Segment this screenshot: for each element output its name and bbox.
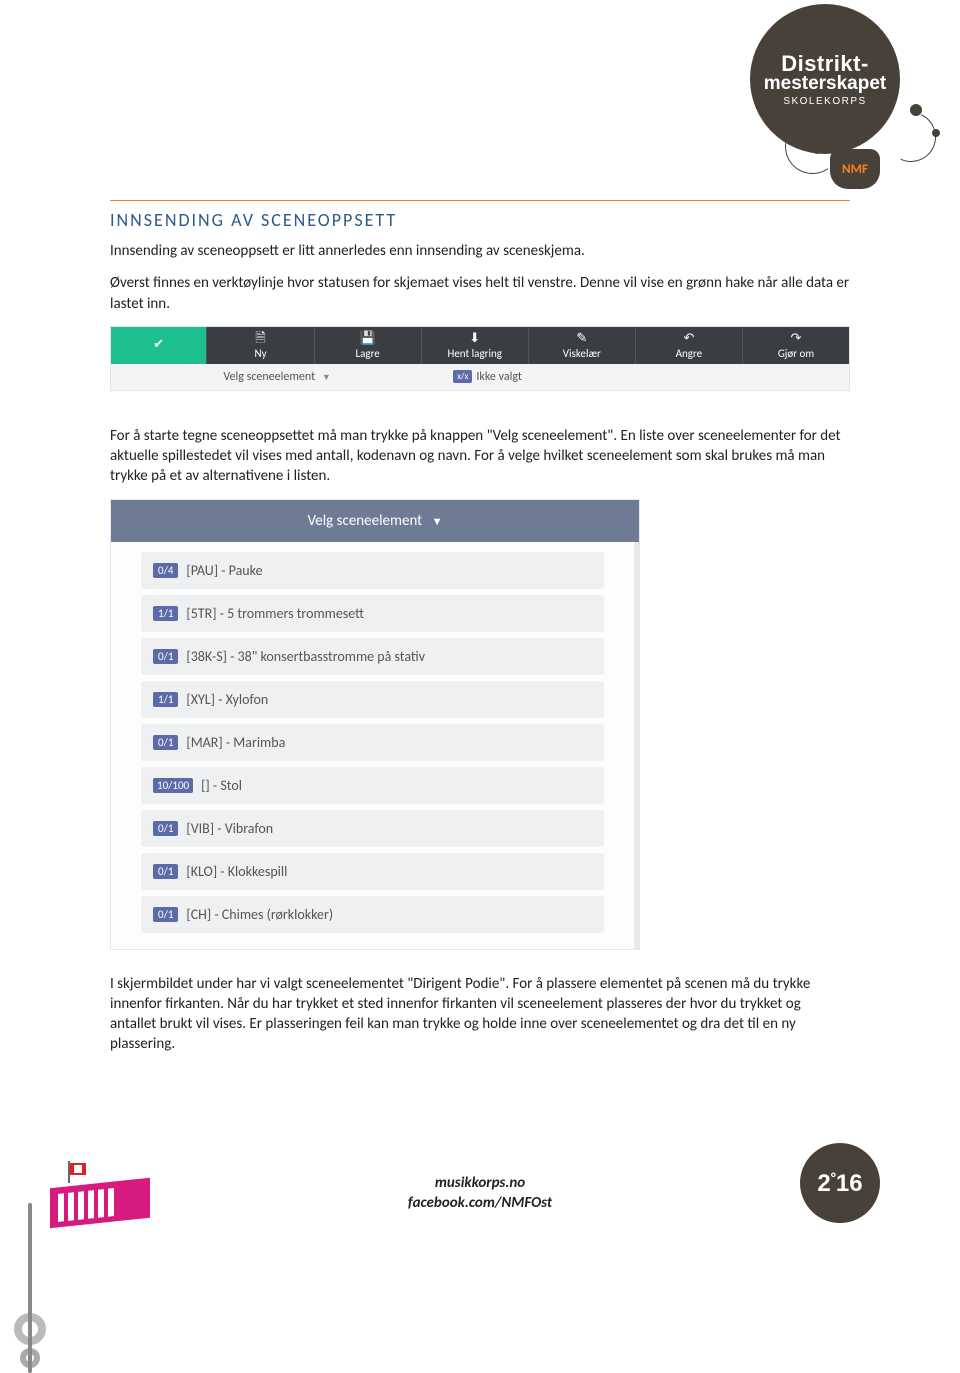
- count-badge: 0/1: [153, 821, 178, 836]
- count-badge: 0/1: [153, 735, 178, 750]
- dropdown-list: 0/4 [PAU] - Pauke 1/1 [5TR] - 5 trommers tr…: [111, 542, 639, 949]
- chevron-down-icon: ▼: [322, 372, 331, 383]
- toolbar-row: ✔ 🗎 Ny 💾 Lagre ⬇ Hent lagring ✎ Viskelær…: [111, 327, 849, 364]
- dropdown-label: Velg sceneelement: [223, 370, 315, 384]
- toolbar-label: Angre: [676, 347, 703, 360]
- dropdown-item[interactable]: 0/1 [MAR] - Marimba: [141, 724, 604, 761]
- toolbar-screenshot: ✔ 🗎 Ny 💾 Lagre ⬇ Hent lagring ✎ Viskelær…: [110, 326, 850, 391]
- dropdown-item[interactable]: 0/1 [CH] - Chimes (rørklokker): [141, 896, 604, 933]
- dropdown-item[interactable]: 1/1 [XYL] - Xylofon: [141, 681, 604, 718]
- dropdown-item-label: [VIB] - Vibrafon: [186, 820, 273, 837]
- toolbar-label: Gjør om: [778, 347, 814, 360]
- dot-icon: [812, 144, 822, 154]
- toolbar-label: Ny: [254, 347, 266, 360]
- dropdown-screenshot: Velg sceneelement ▼ 0/4 [PAU] - Pauke 1/1 […: [110, 499, 640, 950]
- logo-main-circle: Distrikt- mesterskapet SKOLEKORPS: [750, 4, 900, 154]
- dropdown-item[interactable]: 10/100 [] - Stol: [141, 767, 604, 804]
- dropdown-item[interactable]: 0/1 [VIB] - Vibrafon: [141, 810, 604, 847]
- paragraph: Øverst finnes en verktøylinje hvor statu…: [110, 273, 850, 314]
- dropdown-header[interactable]: Velg sceneelement ▼: [111, 500, 639, 542]
- dropdown-header-label: Velg sceneelement: [307, 512, 422, 530]
- footer-link-1: musikkorps.no: [0, 1174, 960, 1194]
- count-badge: 0/1: [153, 649, 178, 664]
- toolbar-sub-row: Velg sceneelement ▼ x/x Ikke valgt: [111, 364, 849, 390]
- eraser-icon: ✎: [529, 332, 635, 345]
- nmf-badge: NMF: [830, 149, 880, 189]
- paragraph: I skjermbildet under har vi valgt scenee…: [110, 974, 850, 1055]
- check-icon: ✔: [153, 338, 164, 351]
- dropdown-item[interactable]: 0/1 [KLO] - Klokkespill: [141, 853, 604, 890]
- download-icon: ⬇: [422, 332, 528, 345]
- count-badge: 1/1: [153, 692, 178, 707]
- dropdown-item-label: [] - Stol: [201, 777, 242, 794]
- toolbar-ny-button[interactable]: 🗎 Ny: [206, 327, 313, 364]
- dropdown-item-label: [XYL] - Xylofon: [186, 691, 268, 708]
- count-badge: 0/1: [153, 864, 178, 879]
- pole-icon: [28, 1203, 32, 1373]
- undo-icon: ↶: [636, 332, 742, 345]
- bottom-decoration: ›››› ›››› ››››: [0, 1073, 210, 1373]
- save-icon: 💾: [315, 332, 421, 345]
- toolbar-gjorom-button[interactable]: ↷ Gjør om: [742, 327, 849, 364]
- logo-line3: SKOLEKORPS: [783, 96, 866, 107]
- dropdown-item[interactable]: 0/4 [PAU] - Pauke: [141, 552, 604, 589]
- velg-sceneelement-dropdown[interactable]: Velg sceneelement ▼: [111, 370, 443, 384]
- dropdown-item[interactable]: 1/1 [5TR] - 5 trommers trommesett: [141, 595, 604, 632]
- selection-status: x/x Ikke valgt: [443, 370, 849, 384]
- toolbar-lagre-button[interactable]: 💾 Lagre: [314, 327, 421, 364]
- logo-cluster: Distrikt- mesterskapet SKOLEKORPS NMF: [740, 4, 940, 204]
- dropdown-item-label: [CH] - Chimes (rørklokker): [186, 906, 333, 923]
- divider: [110, 200, 850, 201]
- count-badge: 10/100: [153, 778, 193, 793]
- toolbar-angre-button[interactable]: ↶ Angre: [635, 327, 742, 364]
- nmf-text: NMF: [842, 162, 868, 177]
- chevron-down-icon: ▼: [432, 515, 443, 528]
- dropdown-item[interactable]: 0/1 [38K-S] - 38" konsertbasstromme på st…: [141, 638, 604, 675]
- toolbar-label: Hent lagring: [447, 347, 501, 360]
- dropdown-item-label: [5TR] - 5 trommers trommesett: [186, 605, 364, 622]
- toolbar-viskelaer-button[interactable]: ✎ Viskelær: [528, 327, 635, 364]
- redo-icon: ↷: [743, 332, 849, 345]
- status-check[interactable]: ✔: [111, 327, 206, 364]
- dot-icon: [910, 104, 922, 116]
- footer: musikkorps.no facebook.com/NMFOst: [0, 1174, 960, 1213]
- count-badge: x/x: [453, 370, 472, 383]
- toolbar-label: Lagre: [356, 347, 380, 360]
- dot-icon: [932, 129, 940, 137]
- file-icon: 🗎: [207, 332, 313, 345]
- dropdown-item-label: [38K-S] - 38" konsertbasstromme på stati…: [186, 648, 425, 665]
- footer-link-2: facebook.com/NMFOst: [0, 1194, 960, 1214]
- section-heading: INNSENDING AV SCENEOPPSETT: [110, 209, 850, 231]
- count-badge: 1/1: [153, 606, 178, 621]
- count-badge: 0/4: [153, 563, 178, 578]
- dropdown-item-label: [KLO] - Klokkespill: [186, 863, 287, 880]
- toolbar-label: Viskelær: [563, 347, 601, 360]
- status-text: Ikke valgt: [476, 370, 521, 384]
- toolbar-hent-button[interactable]: ⬇ Hent lagring: [421, 327, 528, 364]
- paragraph: For å starte tegne sceneoppsettet må man…: [110, 426, 850, 487]
- paragraph: Innsending av sceneoppsett er litt anner…: [110, 241, 850, 261]
- logo-line2: mesterskapet: [764, 73, 887, 95]
- count-badge: 0/1: [153, 907, 178, 922]
- dropdown-item-label: [MAR] - Marimba: [186, 734, 285, 751]
- dropdown-item-label: [PAU] - Pauke: [186, 562, 262, 579]
